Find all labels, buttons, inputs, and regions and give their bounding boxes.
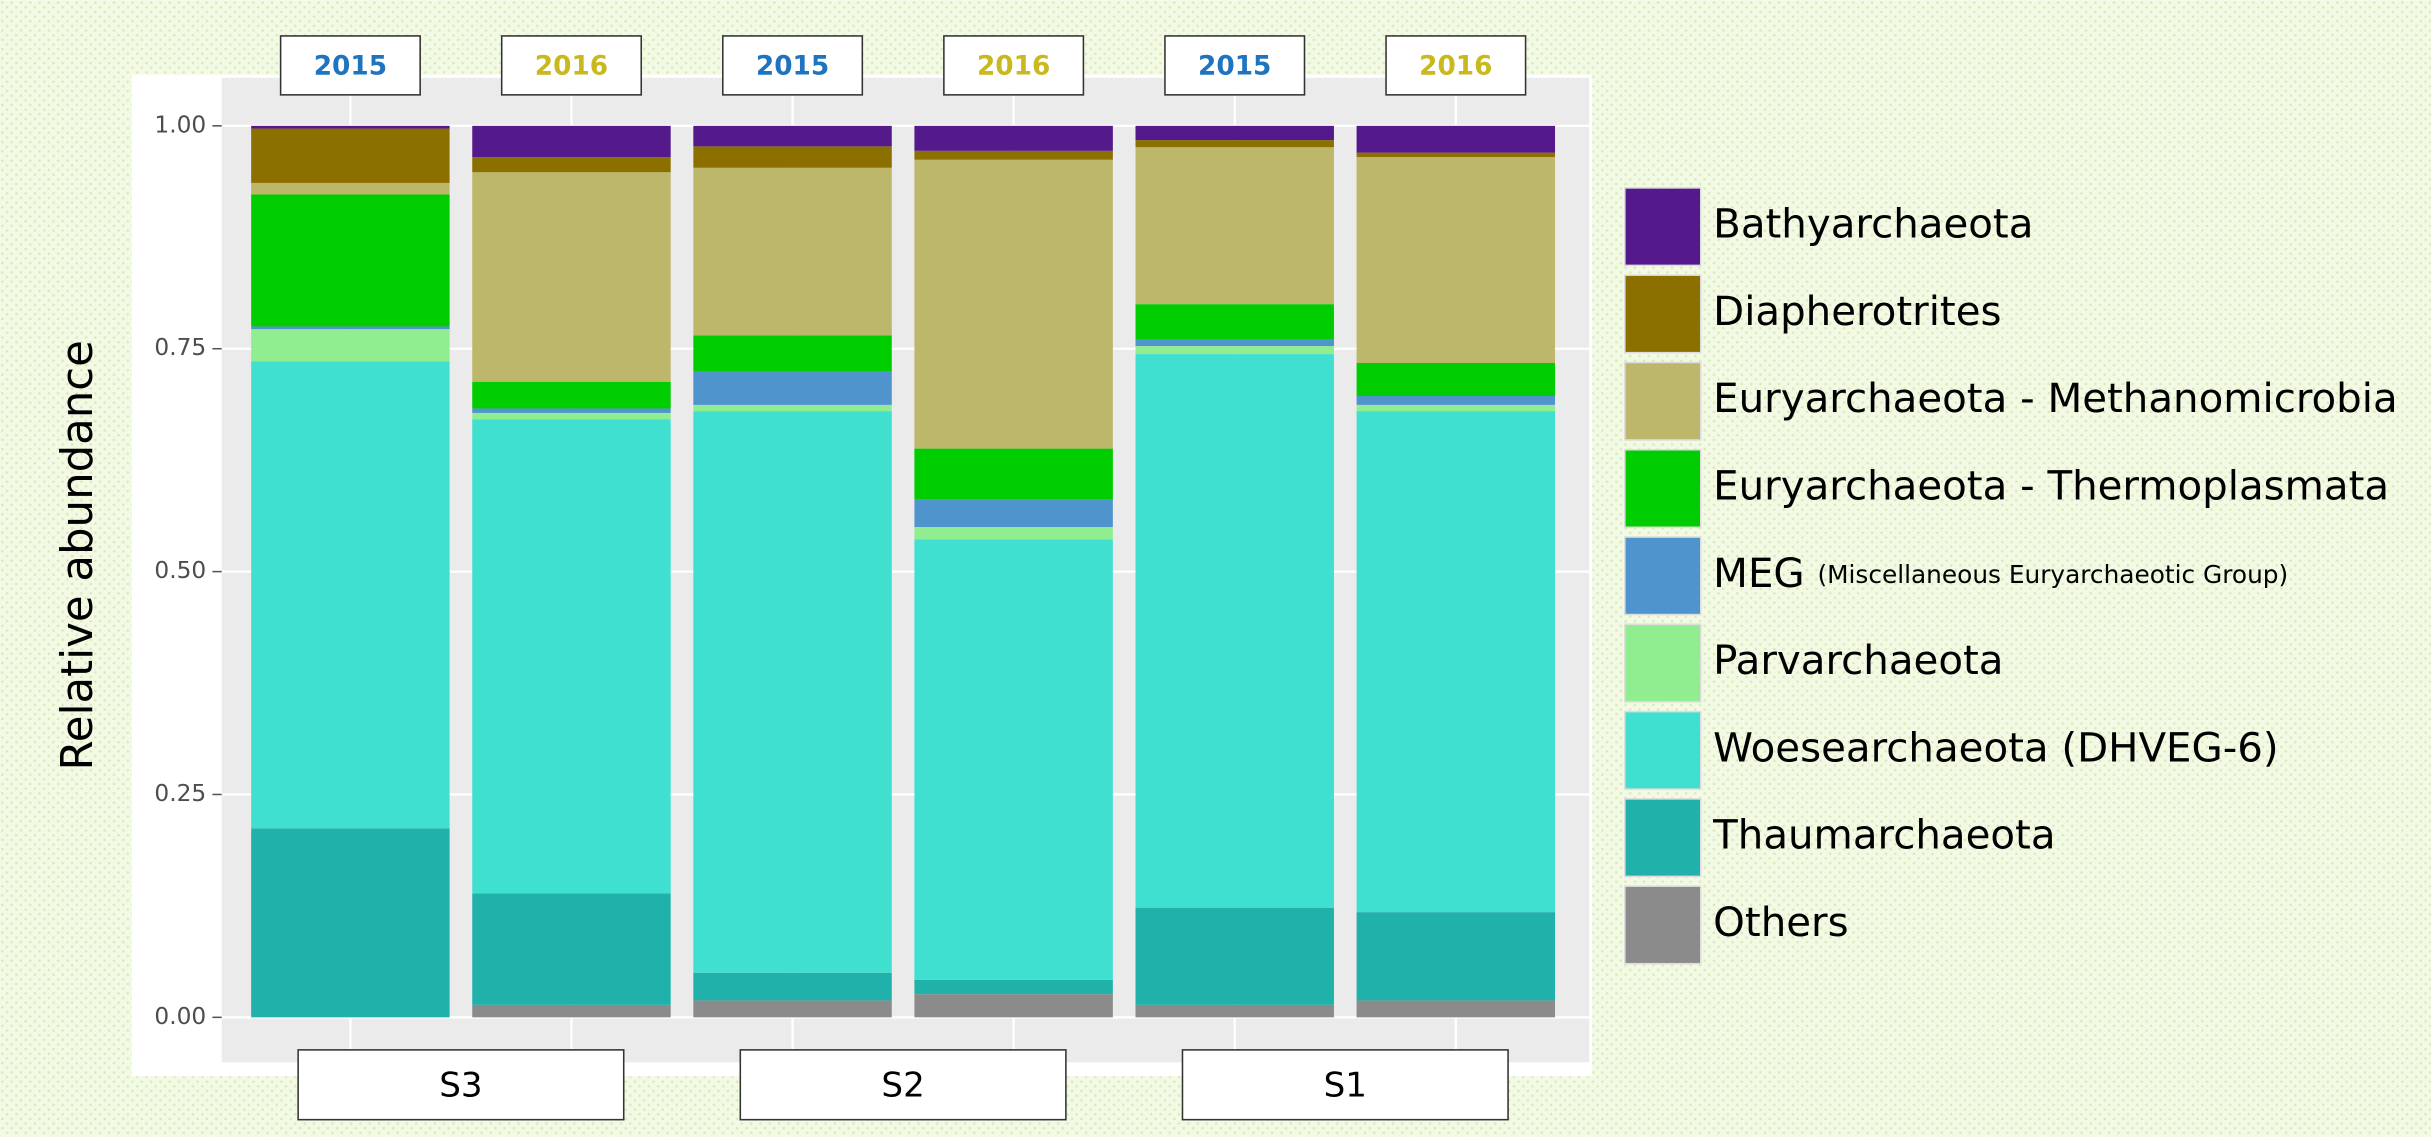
bar-segment [914, 499, 1113, 528]
legend-label: Woesearchaeota (DHVEG-6) [1713, 724, 2278, 771]
bar-segment [1135, 907, 1334, 1005]
bar-segment [251, 326, 450, 330]
bar-segment [914, 159, 1113, 449]
bar-segment [1356, 362, 1556, 396]
bar-segment [1135, 304, 1334, 340]
bar-segment [1356, 157, 1556, 363]
bar-segment [251, 828, 450, 1018]
legend-label: Others [1713, 899, 1848, 946]
bar-segment [1135, 147, 1334, 305]
x-tick-label: 2015 [756, 51, 829, 81]
y-tick-label: 0.00 [154, 1003, 206, 1030]
bar-segment [693, 146, 892, 168]
bar-segment [1356, 1000, 1556, 1018]
y-tick-label: 1.00 [154, 111, 206, 138]
bar-segment [472, 408, 671, 413]
bar-segment [472, 1004, 671, 1018]
legend-label: Thaumarchaeota [1712, 812, 2055, 859]
y-tick-label: 0.50 [154, 557, 206, 584]
bar-segment [693, 411, 892, 973]
bar-segment [693, 404, 892, 412]
bar-segment [693, 335, 892, 372]
bar-segment [472, 893, 671, 1005]
bar-segment [693, 1000, 892, 1018]
bar-segment [251, 125, 450, 129]
bar-segment [693, 972, 892, 1001]
bar-segment [914, 448, 1113, 500]
year-box [279, 35, 421, 96]
bar-segment [472, 172, 671, 382]
bar-segment [914, 539, 1113, 980]
bar-segment [693, 167, 892, 336]
bar-segment [251, 128, 450, 183]
bar-segment [914, 979, 1113, 995]
legend-swatch [1624, 710, 1702, 790]
legend-swatch [1624, 187, 1702, 267]
x-tick-label: 2016 [535, 51, 608, 81]
x-tick-label: 2016 [1419, 51, 1492, 81]
group-box [1181, 1049, 1509, 1121]
bar-segment [1356, 404, 1556, 412]
legend-swatch [1624, 623, 1702, 703]
y-tick-label: 0.75 [154, 334, 206, 361]
y-axis-label: Relative abundance [53, 340, 103, 770]
bar-segment [1356, 125, 1556, 153]
bar-segment [693, 125, 892, 147]
bar-segment [251, 182, 450, 195]
legend-swatch [1624, 536, 1702, 616]
x-tick-label: 2015 [1198, 51, 1271, 81]
year-box [1385, 35, 1527, 96]
group-label: S3 [439, 1066, 482, 1106]
legend-label: Diapherotrites [1713, 288, 2001, 335]
bar-segment [1356, 152, 1556, 158]
bar-segment [1356, 395, 1556, 405]
legend-swatch [1624, 885, 1702, 965]
bar-segment [914, 527, 1113, 540]
bar-segment [472, 419, 671, 894]
year-box [943, 35, 1085, 96]
year-box [722, 35, 864, 96]
bar-segment [251, 329, 450, 362]
bar-segment [251, 361, 450, 829]
bar-segment [472, 412, 671, 420]
bar-segment [251, 194, 450, 327]
bar-segment [1356, 411, 1556, 913]
bar-segment [914, 125, 1113, 151]
year-box [500, 35, 643, 96]
x-tick-label: 2015 [314, 51, 387, 81]
bar-segment [1135, 346, 1334, 355]
legend-label: Bathyarchaeota [1713, 201, 2033, 248]
group-label: S2 [881, 1066, 924, 1106]
bar-segment [472, 125, 671, 158]
bar-segment [1135, 125, 1334, 141]
group-label: S1 [1324, 1066, 1367, 1106]
legend-label: Euryarchaeota - Thermoplasmata [1713, 463, 2389, 510]
bar-segment [1135, 140, 1334, 148]
bar-segment [1135, 339, 1334, 347]
legend-swatch [1624, 448, 1702, 529]
group-box [297, 1049, 625, 1121]
legend-label: MEG (Miscellaneous Euryarchaeotic Group) [1713, 550, 2288, 597]
legend-label: Parvarchaeota [1713, 637, 2003, 684]
bar-segment [914, 150, 1113, 160]
group-box [739, 1049, 1067, 1121]
x-tick-label: 2016 [977, 51, 1050, 81]
bar-segment [1135, 1004, 1334, 1018]
legend-swatch [1624, 274, 1702, 354]
legend-label: Euryarchaeota - Methanomicrobia [1713, 375, 2397, 422]
bar-segment [914, 994, 1113, 1018]
legend-swatch [1624, 361, 1702, 441]
year-box [1164, 35, 1306, 96]
legend-swatch [1624, 798, 1702, 878]
bar-segment [472, 381, 671, 409]
y-tick-label: 0.25 [154, 780, 206, 807]
bar-segment [1356, 912, 1556, 1001]
bar-segment [693, 371, 892, 405]
bar-segment [1135, 354, 1334, 908]
bar-segment [472, 157, 671, 173]
